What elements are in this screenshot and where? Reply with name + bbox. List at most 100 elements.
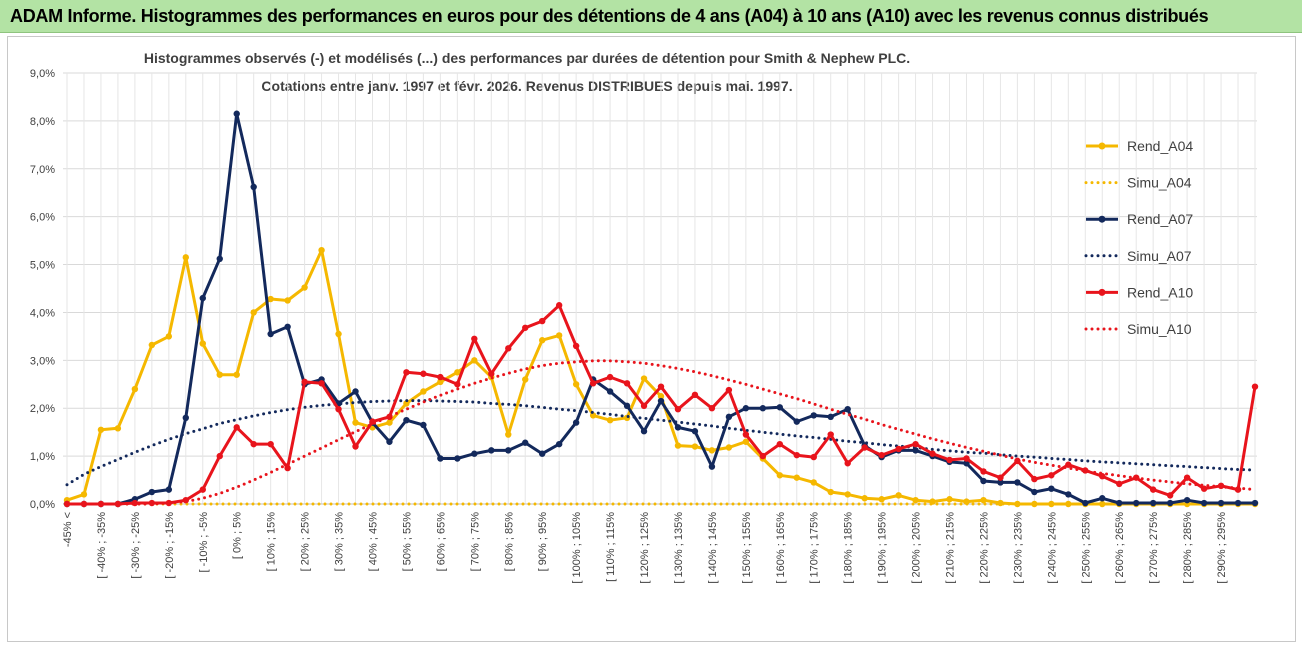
x-tick-label: [ 50% ; 55% — [401, 512, 413, 572]
x-tick-label: [ 290% ; 295% — [1216, 512, 1228, 584]
chart-title: Histogrammes observés (-) et modélisés (… — [144, 50, 910, 66]
data-point — [878, 496, 885, 503]
y-tick-label: 2,0% — [30, 403, 55, 415]
data-point — [980, 477, 987, 485]
data-point — [403, 400, 410, 407]
x-tick-label: [ 60% ; 65% — [435, 512, 447, 572]
x-tick-label: [ -10% ; -5% — [198, 512, 210, 573]
data-point — [742, 431, 750, 438]
data-point — [810, 479, 817, 486]
y-axis-ticks: 0,0% 1,0% 2,0% 3,0% 4,0% 5,0% 6,0% 7,0% 8,0% 9,0% — [30, 68, 55, 511]
data-point — [793, 474, 800, 481]
x-tick-label: [ 140% ; 145% — [707, 512, 719, 584]
data-point — [199, 486, 206, 493]
data-point — [691, 391, 699, 399]
y-tick-label: 7,0% — [30, 164, 55, 176]
x-axis-ticks: -45% < [ -40% ; -35% [ -30% ; -25% [ -20% ;… — [62, 512, 1228, 584]
x-tick-label: [ 0% ; 5% — [232, 512, 244, 559]
data-point — [606, 388, 614, 395]
x-tick-label: [ 240% ; 245% — [1046, 512, 1058, 584]
legend: Rend_A04 Simu_A04 Rend_A07 Simu_A07 Rend_A10… — [1084, 138, 1193, 337]
data-point — [623, 402, 631, 410]
data-point — [946, 456, 953, 464]
y-tick-label: 3,0% — [30, 355, 55, 367]
data-point — [233, 424, 240, 431]
data-point — [1251, 499, 1259, 507]
data-point — [555, 440, 563, 448]
data-point — [810, 412, 817, 419]
data-point — [505, 431, 512, 438]
series-layer — [63, 110, 1259, 508]
data-point — [742, 438, 750, 445]
data-point — [674, 405, 682, 413]
data-point — [1048, 485, 1055, 492]
x-tick-label: [ 280% ; 285% — [1182, 512, 1194, 584]
data-point — [216, 371, 223, 378]
data-point — [403, 416, 410, 424]
data-point — [165, 333, 173, 340]
data-point — [725, 386, 733, 394]
data-point — [182, 254, 189, 261]
data-point — [1099, 495, 1106, 502]
data-point — [386, 438, 393, 445]
x-tick-label: [ 160% ; 165% — [775, 512, 787, 584]
data-point — [878, 451, 885, 459]
x-tick-label: [ -40% ; -35% — [96, 512, 108, 579]
data-point — [216, 452, 223, 460]
data-point — [708, 447, 716, 454]
data-point — [1149, 486, 1157, 493]
data-point — [1133, 499, 1140, 507]
data-point — [759, 452, 767, 460]
data-point — [708, 463, 716, 470]
data-point — [267, 440, 274, 448]
x-tick-label: [ 220% ; 225% — [978, 512, 990, 584]
data-point — [929, 450, 936, 457]
data-point — [827, 413, 834, 421]
data-point — [742, 405, 750, 412]
data-point — [827, 431, 834, 438]
data-point — [182, 414, 189, 421]
data-point — [505, 345, 512, 352]
data-point — [437, 378, 444, 386]
data-point — [114, 425, 122, 432]
data-point — [352, 443, 359, 450]
data-point — [199, 294, 206, 302]
legend-label: Rend_A04 — [1127, 138, 1193, 154]
data-point — [216, 255, 223, 263]
x-tick-label: [ 10% ; 15% — [266, 512, 278, 572]
data-point — [267, 295, 274, 303]
data-point — [318, 380, 325, 387]
data-point — [861, 495, 868, 502]
data-point — [963, 460, 970, 467]
x-tick-label: [ 250% ; 255% — [1080, 512, 1092, 584]
data-point — [980, 468, 987, 475]
legend-label: Rend_A10 — [1127, 284, 1193, 300]
data-point — [505, 447, 512, 454]
x-tick-label: [ 90% ; 95% — [537, 512, 549, 572]
data-point — [946, 496, 953, 503]
x-tick-label: [ 120% ; 125% — [639, 512, 651, 584]
data-point — [1048, 472, 1055, 479]
data-point — [1099, 500, 1106, 508]
data-point — [471, 450, 478, 457]
data-point — [1183, 474, 1191, 481]
data-point — [793, 451, 800, 459]
data-point — [640, 375, 648, 382]
data-point — [284, 464, 291, 472]
data-point — [606, 416, 614, 424]
x-tick-label: [ 40% ; 45% — [367, 512, 379, 572]
data-point — [335, 405, 342, 413]
data-point — [267, 330, 274, 338]
data-point — [1217, 499, 1225, 507]
x-tick-label: [ 260% ; 265% — [1114, 512, 1126, 584]
data-point — [810, 453, 817, 461]
legend-marker — [1098, 142, 1106, 150]
data-point — [148, 488, 156, 496]
series-line — [65, 399, 1257, 487]
data-point — [1031, 475, 1038, 483]
data-point — [844, 460, 851, 467]
data-point — [471, 335, 478, 342]
data-point — [640, 428, 648, 435]
x-tick-label: [ 170% ; 175% — [809, 512, 821, 584]
